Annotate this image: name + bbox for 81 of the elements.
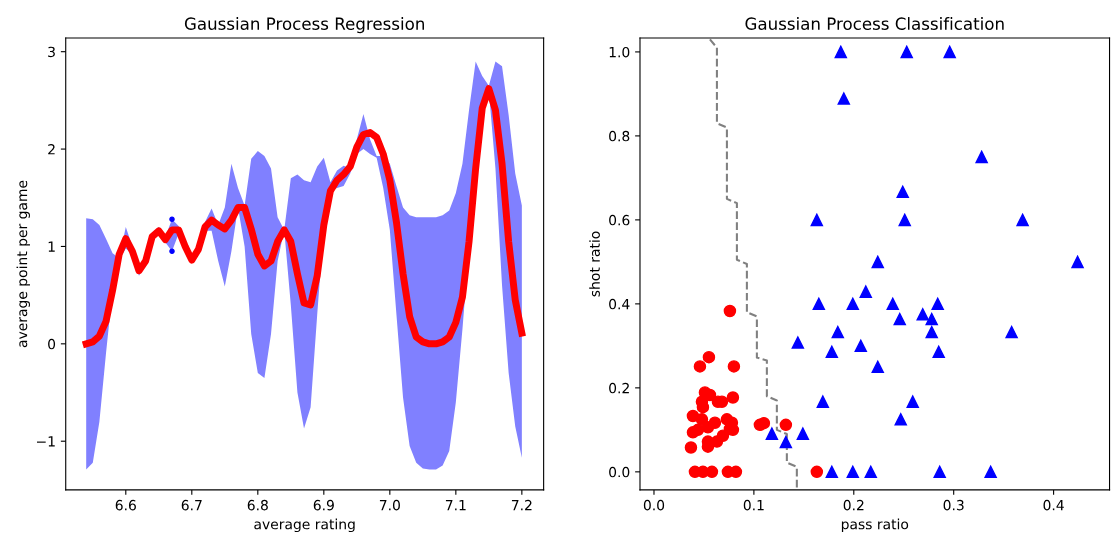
y-tick-label: 0.6 [609,214,630,226]
point [691,423,705,437]
point [1005,325,1018,339]
point [932,345,945,358]
y-tick-label: −1 [37,436,55,447]
x-tick-label: 7.0 [379,499,400,511]
y-tick-label: 0 [48,338,56,350]
point [900,45,913,59]
y-tick-label: 0.2 [609,382,629,394]
point [837,92,851,105]
y-tick-label: 1 [48,241,55,252]
x-tick-label: 6.8 [247,499,268,511]
y-tick-label: 1.0 [609,46,630,58]
point [729,465,743,479]
point [810,213,824,227]
point [816,395,830,408]
point [779,418,793,432]
point [757,416,771,430]
x-axis-title: pass ratio [841,518,909,533]
point [765,427,779,440]
y-axis-title: shot ratio [589,231,600,297]
point [723,304,737,318]
x-axis-title: average rating [254,518,355,533]
x-tick-label: 0.4 [1043,499,1064,511]
y-tick-label: 0.4 [609,298,630,310]
point [705,465,719,479]
chart-title: Gaussian Process Regression [184,17,424,34]
x-tick-label: 0.0 [643,499,665,511]
point [925,312,938,326]
point [898,213,911,227]
y-tick-label: 0.8 [609,130,630,142]
x-tick-label: 7.2 [511,499,532,511]
point [864,465,878,479]
point [984,465,997,479]
line-series [708,38,798,490]
point [886,297,900,311]
point [916,308,929,321]
x-tick-label: 0.3 [943,499,964,511]
point [896,185,909,199]
point [684,441,698,454]
y-tick-label: 0.0 [609,466,630,478]
point [906,395,919,408]
point [931,297,944,311]
point [726,391,740,404]
y-axis-title: average point per game [16,180,30,348]
point [831,325,845,339]
point [810,465,824,479]
x-tick-label: 6.7 [181,499,202,511]
chart-title: Gaussian Process Classification [745,17,1004,30]
point [727,360,741,373]
point [701,421,715,434]
point [871,255,885,269]
point [791,336,805,349]
point [812,297,826,311]
y-tick-label: 3 [48,46,55,58]
point [925,325,938,339]
x-tick-label: 6.9 [313,499,334,511]
point [859,285,873,298]
point [933,465,946,479]
point [1016,213,1029,227]
point [894,413,907,426]
x-tick-label: 6.6 [115,499,136,511]
point [779,435,793,449]
point [693,360,707,373]
y-tick-label: 2 [48,144,55,155]
point [796,427,810,440]
x-tick-label: 0.1 [743,499,764,511]
point [825,465,839,479]
point [846,465,860,479]
point [702,350,716,364]
point [854,339,868,353]
point [975,150,988,164]
point [846,297,860,311]
point [825,345,839,358]
x-tick-label: 7.1 [445,500,466,511]
point [834,45,848,59]
point [893,312,906,326]
point [1071,255,1084,269]
point [871,360,885,374]
point [943,45,956,59]
x-tick-label: 0.2 [843,499,864,511]
